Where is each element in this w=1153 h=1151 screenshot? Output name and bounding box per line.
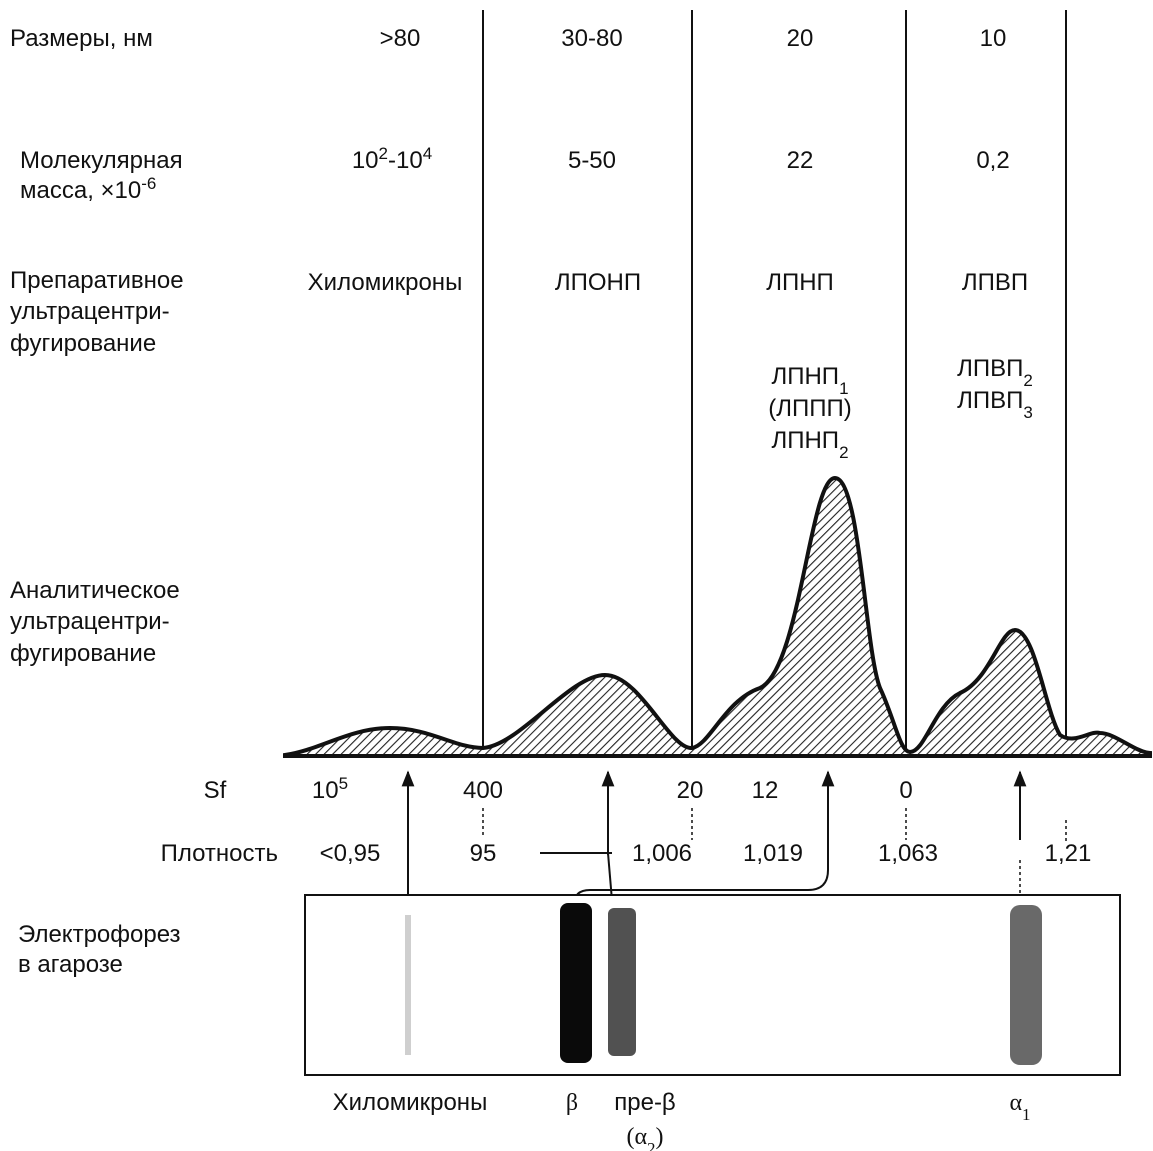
mass-value: 102-104 [352,144,432,175]
ultracentrifuge-profile [285,478,1150,756]
sf-value: 105 [312,774,348,805]
text-part: масса, ×10 [20,177,141,204]
row-label: ультрацентри- [10,608,170,635]
subscript: 1 [1022,1105,1031,1124]
row-label: Электрофорез [18,921,181,948]
mass-value: 22 [787,147,814,174]
density-value: 1,063 [878,840,938,867]
class-name: ЛПВП [962,269,1028,296]
row-label: фугирование [10,330,156,357]
band-label: β [566,1090,578,1116]
text-part: ЛПНП [771,427,839,454]
text-part: -10 [388,147,423,174]
size-value: 30-80 [561,25,622,52]
sf-value: 400 [463,777,503,804]
ldl-subclass: (ЛППП) [768,395,851,422]
lipoprotein-diagram: Размеры, нмМолекулярнаямасса, ×10-6Препа… [0,0,1153,1151]
density-value: <0,95 [320,840,381,867]
band-label: (α2) [626,1124,663,1151]
dashed-ticks [483,808,1066,842]
class-name: Хиломикроны [308,269,463,296]
text-part: 10 [312,777,339,804]
row-label: Размеры, нм [10,25,153,52]
row-label: масса, ×10-6 [20,174,156,205]
mass-value: 5-50 [568,147,616,174]
row-label: Аналитическое [10,577,180,604]
band-label: α1 [1009,1090,1030,1124]
text-part: ЛПВП [957,387,1023,414]
superscript: 5 [339,774,348,793]
ldl-subclass: ЛПНП1 [771,363,848,398]
text-part: ЛПНП [771,363,839,390]
size-value: 10 [980,25,1007,52]
density-value: 95 [470,840,497,867]
row-label: ультрацентри- [10,298,170,325]
row-label: Препаративное [10,267,184,294]
row-label: в агарозе [18,951,123,978]
size-value: >80 [380,25,421,52]
mass-value: 0,2 [976,147,1009,174]
sf-value: 0 [899,777,912,804]
density-value: 1,21 [1045,840,1092,867]
density-value: 1,006 [632,840,692,867]
class-name: ЛПОНП [555,269,641,296]
hdl-subclass: ЛПВП2 [957,355,1033,390]
superscript: 2 [379,144,388,163]
subscript: 2 [647,1139,656,1151]
text-part: 10 [352,147,379,174]
row-label: Молекулярная [20,147,183,174]
size-value: 20 [787,25,814,52]
subscript: 2 [1023,371,1032,390]
density-value: 1,019 [743,840,803,867]
hdl-subclass: ЛПВП3 [957,387,1033,422]
row-label: фугирование [10,640,156,667]
agarose-gel [305,895,1120,1075]
subscript: 3 [1023,403,1032,422]
superscript: 4 [423,144,432,163]
row-label: Плотность [161,840,278,867]
subscript: 2 [839,443,848,462]
text-part: α [1009,1090,1022,1116]
sf-value: 12 [752,777,779,804]
text-part: (α [626,1124,647,1150]
class-name: ЛПНП [766,269,834,296]
text-part: ЛПВП [957,355,1023,382]
sf-value: 20 [677,777,704,804]
superscript: -6 [141,174,156,193]
band-label: Хиломикроны [333,1089,488,1116]
band-label: пре-β [614,1089,676,1116]
ldl-subclass: ЛПНП2 [771,427,848,462]
text-part: ) [656,1124,664,1150]
row-label: Sf [204,777,227,804]
